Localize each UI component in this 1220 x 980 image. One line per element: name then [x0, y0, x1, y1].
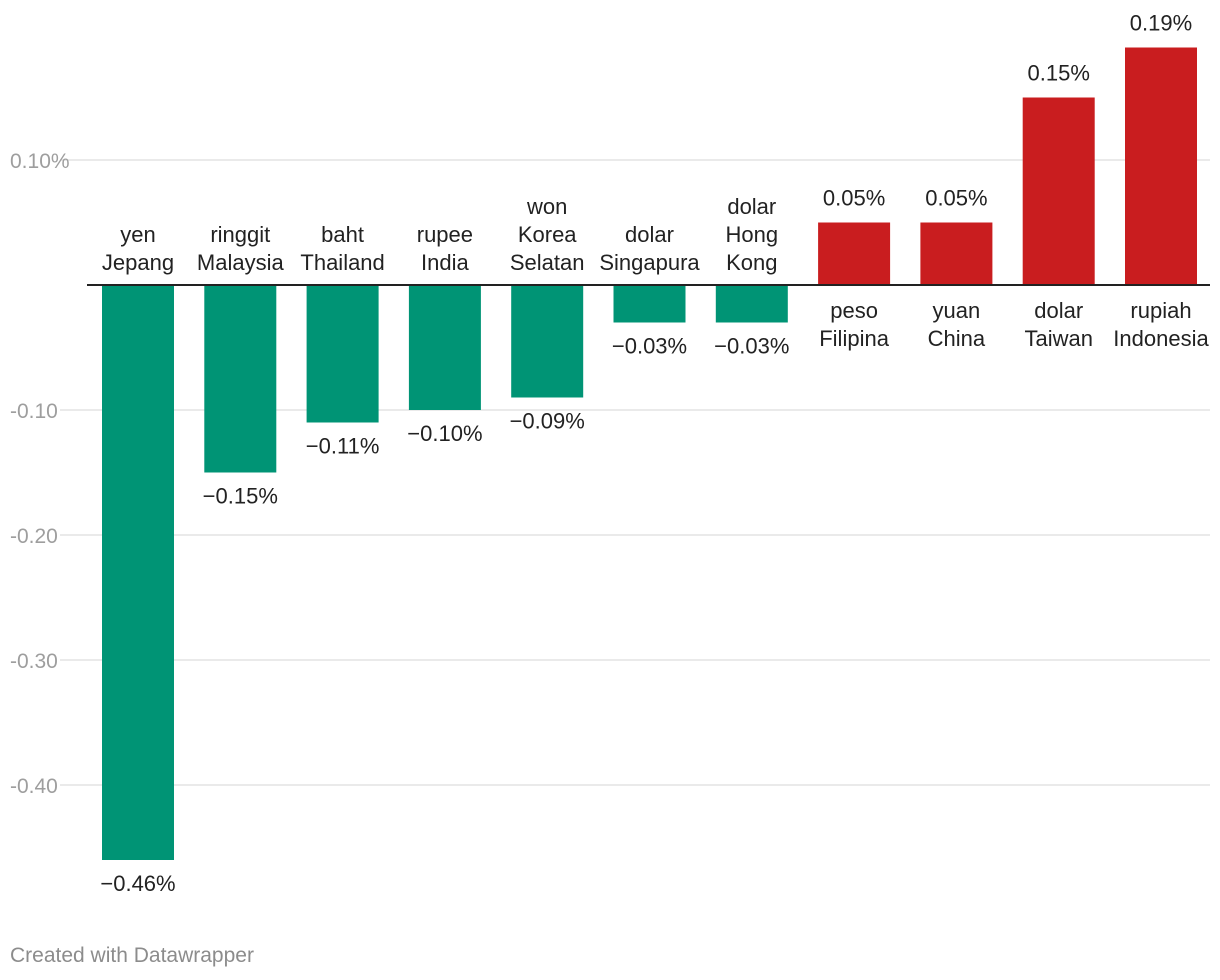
- value-label-7: 0.05%: [823, 186, 885, 211]
- category-label-3-0: rupee: [417, 222, 473, 247]
- bar-1: [204, 285, 277, 473]
- category-label-8-0: yuan: [933, 298, 981, 323]
- bar-6: [715, 285, 788, 323]
- category-label-7-0: peso: [830, 298, 878, 323]
- category-label-5-0: dolar: [625, 222, 674, 247]
- value-label-1: −0.15%: [203, 484, 278, 509]
- bar-8: [920, 222, 993, 285]
- y-tick-label-1: -0.10: [10, 400, 58, 423]
- category-label-4-0: won: [526, 194, 567, 219]
- category-label-3-1: India: [421, 250, 469, 275]
- category-label-7-1: Filipina: [819, 326, 889, 351]
- bar-0: [102, 285, 174, 860]
- category-label-2-0: baht: [321, 222, 364, 247]
- value-label-9: 0.15%: [1028, 61, 1090, 86]
- category-label-8-1: China: [928, 326, 986, 351]
- bar-9: [1022, 97, 1095, 285]
- bar-4: [511, 285, 584, 398]
- bar-7: [818, 222, 891, 285]
- bar-10: [1125, 47, 1197, 285]
- y-tick-label-3: -0.30: [10, 650, 58, 673]
- category-label-6-0: dolar: [727, 194, 776, 219]
- category-label-0-0: yen: [120, 222, 155, 247]
- category-label-1-0: ringgit: [210, 222, 270, 247]
- y-tick-label-2: -0.20: [10, 525, 58, 548]
- category-label-10-1: Indonesia: [1113, 326, 1209, 351]
- bar-chart: 0.10% -0.10 -0.20 -0.30 -0.40 −0.46% yen Jepang…: [10, 11, 1210, 896]
- value-label-3: −0.10%: [407, 421, 482, 446]
- value-label-2: −0.11%: [306, 434, 380, 459]
- category-label-10-0: rupiah: [1130, 298, 1191, 323]
- y-tick-label-4: -0.40: [10, 775, 58, 798]
- category-label-6-1: Hong: [726, 222, 779, 247]
- value-label-5: −0.03%: [612, 334, 687, 359]
- category-label-6-2: Kong: [726, 250, 777, 275]
- value-label-8: 0.05%: [925, 186, 987, 211]
- credit-text[interactable]: Created with Datawrapper: [10, 944, 254, 967]
- category-label-4-2: Selatan: [510, 250, 585, 275]
- category-label-1-1: Malaysia: [197, 250, 285, 275]
- category-label-9-1: Taiwan: [1024, 326, 1092, 351]
- value-label-4: −0.09%: [510, 409, 585, 434]
- bar-2: [306, 285, 379, 423]
- category-label-0-1: Jepang: [102, 250, 174, 275]
- value-label-0: −0.46%: [100, 871, 175, 896]
- category-label-4-1: Korea: [518, 222, 577, 247]
- value-label-10: 0.19%: [1130, 11, 1192, 36]
- bar-3: [408, 285, 481, 410]
- category-label-2-1: Thailand: [300, 250, 384, 275]
- category-label-9-0: dolar: [1034, 298, 1083, 323]
- y-tick-label-0: 0.10%: [10, 150, 70, 173]
- category-label-5-1: Singapura: [599, 250, 700, 275]
- bar-5: [613, 285, 686, 323]
- value-label-6: −0.03%: [714, 334, 789, 359]
